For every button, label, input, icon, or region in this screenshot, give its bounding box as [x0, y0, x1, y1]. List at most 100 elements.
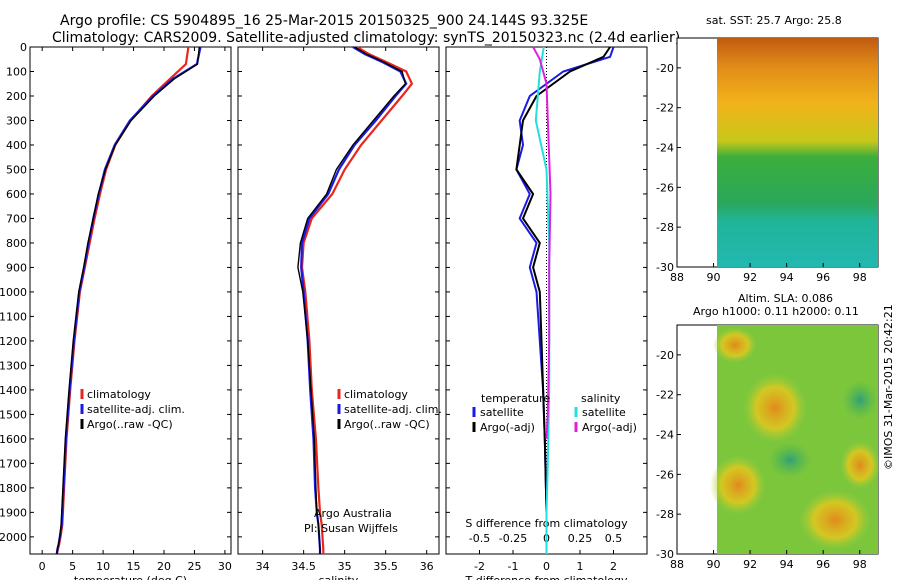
y-tick-label: -26	[656, 181, 674, 194]
x-tick-label: 96	[816, 558, 830, 571]
y-tick-label: 200	[6, 90, 27, 103]
series-line-temperature-argo-adj-	[515, 46, 611, 554]
legend-label: climatology	[344, 388, 408, 401]
y-tick-label: 1100	[0, 310, 27, 323]
x-tick-label: 10	[96, 560, 110, 573]
y-tick-label: -24	[656, 429, 674, 442]
legend-label: satellite	[582, 406, 626, 419]
y-tick-label: 1600	[0, 433, 27, 446]
y-tick-label: -22	[656, 389, 674, 402]
y-tick-label: -22	[656, 102, 674, 115]
y-tick-label: 1400	[0, 384, 27, 397]
x2-tick-label: -0.25	[499, 532, 527, 545]
x2-tick-label: -0.5	[469, 532, 490, 545]
x-axis-label: salinity	[319, 574, 359, 580]
x-tick-label: 0	[543, 560, 550, 573]
x-tick-label: 90	[707, 558, 721, 571]
x-tick-label: 5	[69, 560, 76, 573]
x-tick-label: 25	[187, 560, 201, 573]
x-tick-label: 98	[853, 558, 867, 571]
sla-low-anomaly	[768, 442, 812, 478]
legend-label: climatology	[87, 388, 151, 401]
series-line-climatology	[300, 46, 414, 554]
sla-high-anomaly	[743, 373, 807, 443]
legend-label: Argo(..raw -QC)	[87, 418, 173, 431]
x-tick-label: 88	[670, 558, 684, 571]
series-line-argo-raw-qc-	[56, 46, 200, 555]
y-tick-label: 1200	[0, 335, 27, 348]
x-axis-label: T difference from climatology	[465, 574, 628, 580]
y-tick-label: -20	[656, 349, 674, 362]
credit-text: ©IMOS 31-Mar-2015 20:42:21	[882, 304, 895, 470]
x-tick-label: 1	[577, 560, 584, 573]
y-tick-label: 800	[6, 237, 27, 250]
y-tick-label: 1300	[0, 359, 27, 372]
y-tick-label: 600	[6, 188, 27, 201]
y-tick-label: -30	[656, 261, 674, 274]
x-tick-label: 94	[780, 271, 794, 284]
annotation-line: PI: Susan Wijffels	[304, 522, 398, 535]
y-tick-label: 1000	[0, 286, 27, 299]
sla-map	[676, 324, 880, 555]
y-tick-label: -30	[656, 548, 674, 561]
y-tick-label: 1500	[0, 408, 27, 421]
legend-label: Argo(-adj)	[582, 421, 637, 434]
x-tick-label: 35.5	[373, 560, 398, 573]
y-tick-label: 2000	[0, 531, 27, 544]
sla-high-anomaly	[710, 455, 766, 515]
sla-high-anomaly	[713, 327, 757, 363]
x-tick-label: 36	[420, 560, 434, 573]
legend-label: satellite-adj. clim.	[87, 403, 185, 416]
x-tick-label: 34.5	[291, 560, 316, 573]
sla-map-axes: 88 90 92 94 96 98 -20 -22 -24 -26 -28 -30	[656, 349, 867, 571]
x-tick-label: 34	[256, 560, 270, 573]
legend-label: satellite	[480, 406, 524, 419]
legend-heading: temperature	[481, 392, 550, 405]
plot-frame	[29, 46, 232, 555]
sla-panel-title-1: Altim. SLA: 0.086	[738, 292, 834, 305]
series-line-argo-raw-qc-	[297, 46, 407, 554]
sst-panel-title: sat. SST: 25.7 Argo: 25.8	[706, 14, 842, 27]
y-tick-label: 300	[6, 114, 27, 127]
y-tick-label: -24	[656, 142, 674, 155]
x-tick-label: 20	[157, 560, 171, 573]
sst-map	[676, 37, 879, 268]
x-tick-label: -1	[508, 560, 519, 573]
y-tick-label: 1700	[0, 457, 27, 470]
x-tick-label: 88	[670, 271, 684, 284]
sla-high-anomaly	[840, 441, 880, 489]
y-tick-label: 100	[6, 65, 27, 78]
x-tick-label: 2	[610, 560, 617, 573]
title-line-2: Climatology: CARS2009. Satellite-adjuste…	[52, 30, 681, 46]
x-tick-label: 35	[338, 560, 352, 573]
x-tick-label: -2	[474, 560, 485, 573]
series-line-climatology	[55, 46, 190, 555]
x-tick-label: 98	[853, 271, 867, 284]
y-tick-label: -28	[656, 508, 674, 521]
y-tick-label: 1900	[0, 506, 27, 519]
x-tick-label: 0	[39, 560, 46, 573]
title-line-1: Argo profile: CS 5904895_16 25-Mar-2015 …	[60, 13, 589, 29]
y-tick-label: 1800	[0, 482, 27, 495]
sst-map-field	[717, 38, 878, 267]
x-tick-label: 94	[780, 558, 794, 571]
x-tick-label: 92	[743, 558, 757, 571]
y-tick-label: 400	[6, 139, 27, 152]
y-tick-label: 700	[6, 212, 27, 225]
y-tick-label: 500	[6, 163, 27, 176]
y-tick-label: -26	[656, 468, 674, 481]
y-tick-label: 900	[6, 261, 27, 274]
x-tick-label: 30	[218, 560, 232, 573]
legend-label: Argo(-adj)	[480, 421, 535, 434]
x-tick-label: 96	[816, 271, 830, 284]
x-tick-label: 90	[707, 271, 721, 284]
y-tick-label: -20	[656, 62, 674, 75]
x-axis-label: temperature (deg C)	[74, 574, 187, 580]
legend-label: Argo(..raw -QC)	[344, 418, 430, 431]
sla-high-anomaly	[799, 490, 871, 550]
sst-map-axes: 88 90 92 94 96 98 -20 -22 -24 -26 -28 -30	[656, 62, 867, 284]
x-tick-label: 15	[127, 560, 141, 573]
x2-tick-label: 0.5	[605, 532, 623, 545]
annotation-line: Argo Australia	[314, 507, 392, 520]
